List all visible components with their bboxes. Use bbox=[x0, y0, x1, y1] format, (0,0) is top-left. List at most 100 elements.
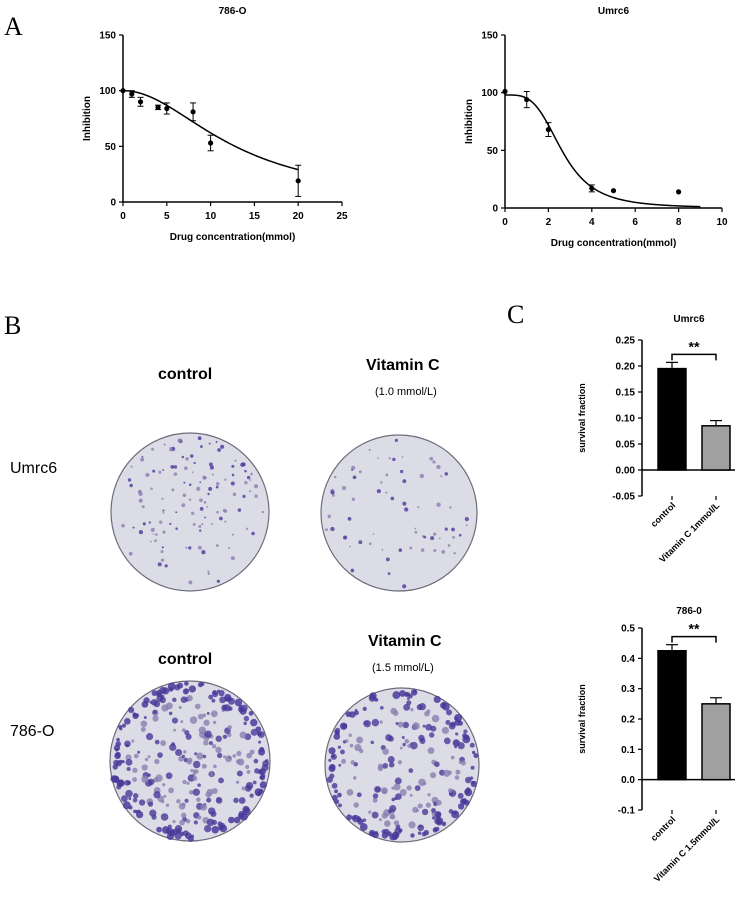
colony bbox=[378, 818, 383, 822]
colony bbox=[124, 740, 131, 748]
colony bbox=[389, 814, 394, 819]
colony bbox=[231, 464, 235, 468]
colony bbox=[196, 486, 201, 491]
colony bbox=[351, 497, 355, 501]
colony bbox=[353, 776, 357, 780]
colony bbox=[449, 506, 452, 509]
colony bbox=[330, 490, 335, 495]
colony bbox=[473, 753, 479, 759]
colony bbox=[217, 448, 221, 452]
colony bbox=[208, 694, 214, 700]
colony bbox=[351, 465, 356, 470]
colony bbox=[215, 440, 218, 443]
colony bbox=[140, 720, 148, 728]
y-axis-label: Inhibition bbox=[464, 99, 475, 144]
colony bbox=[207, 570, 210, 573]
colony bbox=[397, 721, 404, 728]
colony bbox=[184, 730, 190, 736]
colony bbox=[452, 811, 457, 815]
y-tick-label: 0.2 bbox=[621, 715, 635, 726]
colony bbox=[410, 741, 418, 750]
colony bbox=[329, 773, 335, 779]
colony bbox=[141, 505, 145, 509]
colony bbox=[197, 815, 202, 820]
colony bbox=[430, 536, 435, 541]
colony bbox=[172, 697, 177, 703]
data-point bbox=[502, 88, 508, 95]
colony bbox=[252, 780, 257, 785]
colony bbox=[141, 764, 148, 771]
colony bbox=[425, 802, 431, 808]
colony bbox=[243, 715, 250, 722]
colony bbox=[381, 787, 388, 794]
colony bbox=[402, 742, 406, 747]
plate-umrc6-vitamin-c bbox=[320, 434, 478, 592]
colony bbox=[162, 783, 166, 787]
colony bbox=[162, 509, 165, 512]
data-point bbox=[589, 185, 595, 191]
colony bbox=[175, 511, 178, 514]
colony bbox=[216, 579, 220, 583]
colony bbox=[349, 743, 354, 748]
panel-letter-a: A bbox=[4, 12, 23, 41]
plate-umrc6-control bbox=[110, 432, 270, 592]
colony bbox=[350, 568, 355, 573]
colony bbox=[436, 502, 441, 507]
colony bbox=[159, 520, 163, 524]
colony bbox=[219, 824, 228, 833]
colony bbox=[204, 516, 206, 519]
significance-bracket bbox=[671, 353, 717, 361]
colony bbox=[132, 712, 137, 716]
colony bbox=[445, 709, 453, 716]
colony bbox=[186, 759, 192, 765]
colony bbox=[121, 723, 126, 728]
colony bbox=[194, 752, 198, 756]
colony bbox=[165, 803, 170, 807]
colony bbox=[223, 755, 226, 759]
colony bbox=[142, 522, 146, 526]
colony bbox=[171, 742, 176, 746]
colony bbox=[203, 719, 210, 726]
colony bbox=[132, 777, 137, 782]
colony bbox=[161, 687, 170, 695]
colony bbox=[168, 787, 175, 794]
colony bbox=[238, 797, 246, 804]
colony bbox=[186, 695, 193, 702]
colony bbox=[228, 547, 230, 549]
colony bbox=[244, 481, 248, 485]
x-tick-label: 10 bbox=[716, 217, 728, 228]
colony bbox=[157, 562, 162, 567]
colony bbox=[182, 779, 187, 785]
colony bbox=[332, 493, 335, 497]
y-tick-label: 50 bbox=[105, 142, 117, 153]
colony bbox=[210, 523, 213, 526]
colony bbox=[354, 743, 362, 752]
colony bbox=[220, 444, 225, 449]
colony bbox=[346, 789, 354, 796]
colony bbox=[242, 805, 250, 814]
colony bbox=[398, 828, 403, 833]
colony bbox=[206, 506, 209, 508]
colony bbox=[151, 699, 158, 706]
colony bbox=[216, 510, 219, 514]
colony bbox=[356, 792, 362, 798]
colony bbox=[392, 457, 396, 462]
y-tick-label: 0.05 bbox=[616, 440, 636, 451]
colony bbox=[413, 689, 417, 693]
colony bbox=[363, 720, 369, 726]
colony bbox=[455, 732, 459, 736]
colony bbox=[458, 533, 462, 537]
colony bbox=[425, 723, 433, 731]
colony bbox=[243, 721, 247, 726]
colony bbox=[160, 740, 167, 746]
colony bbox=[403, 703, 411, 711]
colony bbox=[377, 457, 379, 460]
colony bbox=[331, 754, 335, 758]
colony bbox=[180, 720, 184, 724]
colony bbox=[401, 456, 404, 458]
colony bbox=[128, 805, 133, 810]
chart-title: Umrc6 bbox=[598, 6, 630, 17]
colony bbox=[441, 821, 447, 827]
colony bbox=[470, 765, 475, 770]
x-tick-label: 0 bbox=[120, 211, 126, 222]
